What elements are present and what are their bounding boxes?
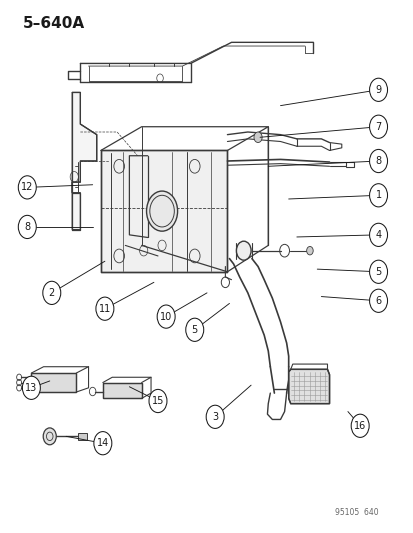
Polygon shape [31,373,76,392]
Text: 8: 8 [375,156,381,166]
Circle shape [157,305,175,328]
Circle shape [236,241,251,260]
Circle shape [43,281,61,304]
Circle shape [94,432,112,455]
Circle shape [18,176,36,199]
Text: 5–640A: 5–640A [23,16,85,31]
Text: 16: 16 [353,421,366,431]
Circle shape [369,78,387,101]
Text: 1: 1 [375,190,381,200]
Circle shape [369,260,387,284]
Circle shape [96,297,114,320]
Text: 9: 9 [375,85,381,95]
Text: 95105  640: 95105 640 [334,508,377,517]
Circle shape [206,405,223,429]
Circle shape [369,289,387,312]
Bar [78,433,87,440]
Circle shape [149,390,166,413]
Circle shape [43,428,56,445]
Polygon shape [100,150,227,272]
Circle shape [369,223,387,246]
Text: 5: 5 [191,325,197,335]
Text: 15: 15 [152,396,164,406]
Text: 13: 13 [25,383,38,393]
Circle shape [18,215,36,239]
Text: 12: 12 [21,182,33,192]
Polygon shape [72,92,97,230]
Text: 10: 10 [160,312,172,321]
Text: 7: 7 [375,122,381,132]
Circle shape [22,376,40,399]
Circle shape [369,115,387,139]
Polygon shape [288,369,329,403]
Text: 5: 5 [375,267,381,277]
Circle shape [350,414,368,438]
Circle shape [253,132,261,142]
Circle shape [306,246,313,255]
Text: 6: 6 [375,296,381,306]
Text: 8: 8 [24,222,30,232]
Text: 3: 3 [211,412,218,422]
Text: 2: 2 [49,288,55,298]
Circle shape [185,318,203,342]
Circle shape [369,149,387,173]
Text: 14: 14 [97,438,109,448]
Circle shape [369,184,387,207]
Circle shape [146,191,177,231]
Polygon shape [102,383,141,398]
Text: 11: 11 [99,304,111,314]
Text: 4: 4 [375,230,381,240]
